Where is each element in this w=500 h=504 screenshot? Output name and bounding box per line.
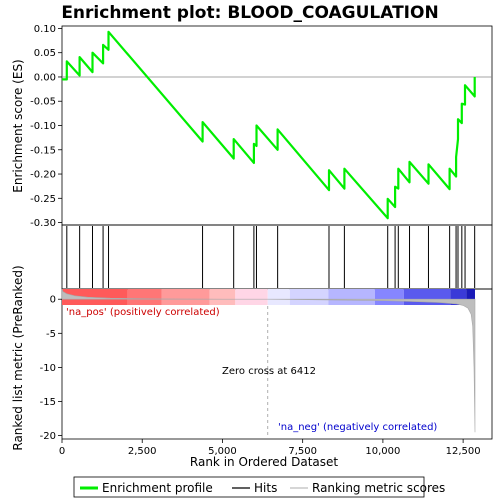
color-bar-segment: [161, 289, 210, 305]
rank-color-bar: [62, 289, 475, 305]
ranking-y-axis-label: Ranked list metric (PreRanked): [11, 265, 25, 450]
x-tick-label: 5,000: [208, 446, 237, 457]
enrichment-profile-path: [62, 30, 476, 220]
ranking-y-tick-label: -5: [46, 329, 56, 340]
pos-correlated-label: 'na_pos' (positively correlated): [66, 307, 220, 318]
x-axis: 0 2,500 5,000 7,500 10,000 12,500: [59, 439, 481, 457]
x-tick-label: 0: [59, 446, 65, 457]
color-bar-segment: [267, 289, 290, 305]
es-y-tick-label: -0.15: [30, 145, 56, 156]
x-tick-label: 10,000: [365, 446, 400, 457]
color-bar-segment: [466, 289, 475, 305]
ranking-y-tick-label: 0: [50, 295, 56, 306]
zero-cross-label: Zero cross at 6412: [222, 366, 316, 377]
color-bar-segment: [328, 289, 375, 305]
es-y-tick-label: 0.05: [34, 48, 56, 59]
color-bar-segment: [62, 289, 128, 305]
es-y-tick-label: -0.05: [30, 97, 56, 108]
x-tick-label: 7,500: [288, 446, 317, 457]
color-bar-segment: [127, 289, 162, 305]
ranking-y-tick-label: -15: [40, 397, 56, 408]
es-y-tick-label: -0.30: [30, 218, 56, 229]
ranking-y-tick-label: -10: [40, 363, 56, 374]
es-y-axis-label: Enrichment score (ES): [11, 59, 25, 192]
es-y-tick-label: -0.25: [30, 194, 56, 205]
ranking-y-axis: 0 -5 -10 -15 -20: [40, 295, 62, 442]
legend-box: [73, 476, 425, 498]
hits-marks: [66, 226, 476, 288]
color-bar-segment: [209, 289, 236, 305]
x-tick-label: 2,500: [128, 446, 157, 457]
es-y-axis: 0.10 0.05 0.00 -0.05 -0.10 -0.15 -0.20 -0.25 -0.…: [30, 24, 62, 229]
color-bar-segment: [289, 289, 329, 305]
es-y-tick-label: 0.00: [34, 72, 56, 83]
ranking-metric-fill: [61, 288, 476, 433]
es-y-tick-label: -0.20: [30, 170, 56, 181]
ranking-metric-area: [61, 288, 476, 433]
legend-enrichment-label: Enrichment profile: [102, 481, 213, 495]
ranking-y-tick-label: -20: [40, 431, 56, 442]
es-y-tick-label: -0.10: [30, 121, 56, 132]
enrichment-profile-line: [62, 30, 476, 220]
chart-title: Enrichment plot: BLOOD_COAGULATION: [61, 3, 438, 23]
legend-ranking-label: Ranking metric scores: [312, 481, 445, 495]
x-axis-label: Rank in Ordered Dataset: [190, 455, 338, 469]
x-tick-label: 12,500: [446, 446, 481, 457]
legend-hits-label: Hits: [254, 481, 277, 495]
color-bar-segment: [374, 289, 404, 305]
neg-correlated-label: 'na_neg' (negatively correlated): [278, 422, 437, 433]
es-y-tick-label: 0.10: [34, 24, 56, 35]
color-bar-segment: [235, 289, 268, 305]
